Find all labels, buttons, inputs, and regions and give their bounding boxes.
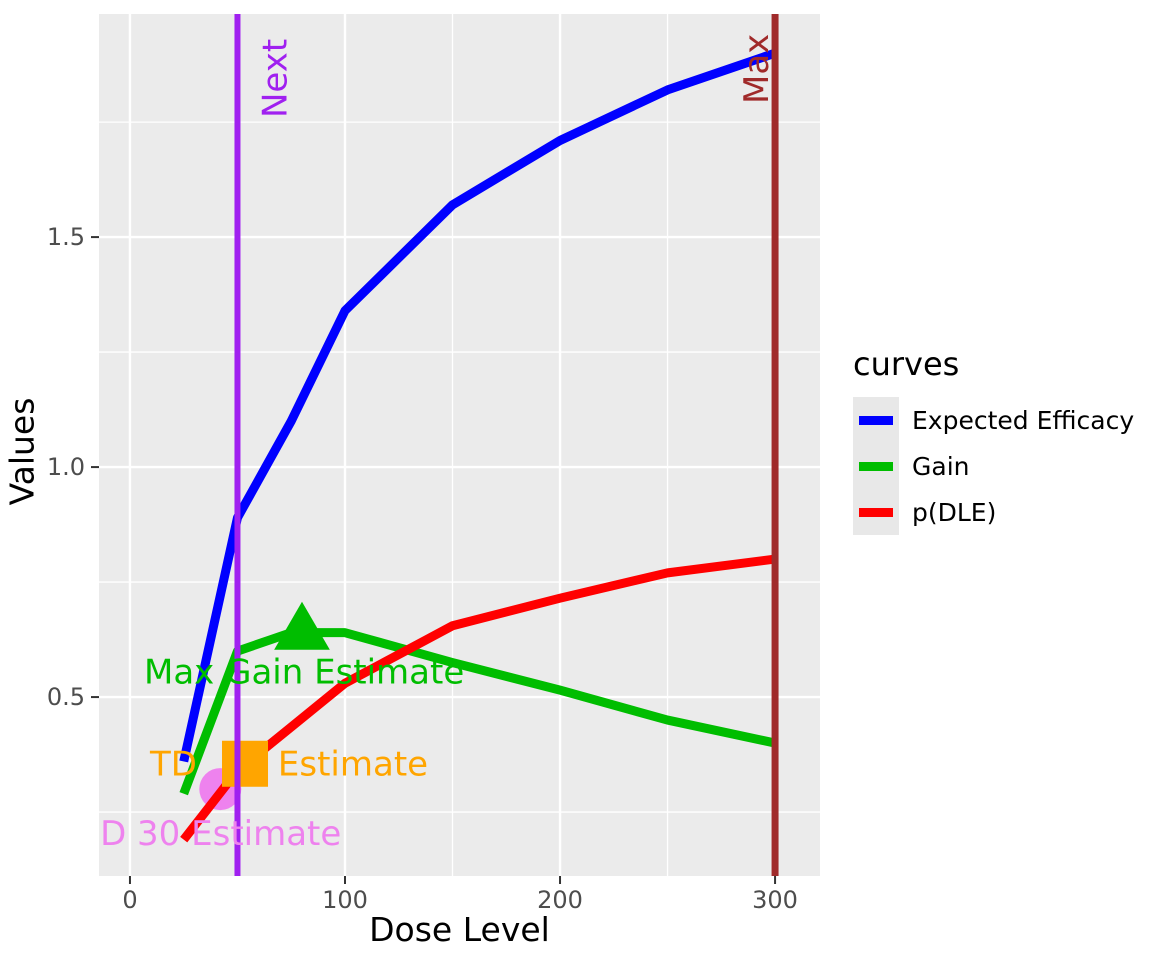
y-axis-title: Values [2, 397, 42, 506]
legend-key [853, 443, 899, 489]
annotation-1: TD [149, 744, 197, 784]
legend-key-line-blue [859, 415, 893, 425]
legend-title: curves [853, 345, 960, 383]
annotation-0: Max Gain Estimate [144, 652, 464, 692]
y-tick-label: 1.0 [47, 453, 85, 481]
legend-item-expected-efficacy: Expected Efficacy [853, 397, 1134, 443]
annotation-2: Estimate [278, 744, 428, 784]
x-axis-title: Dose Level [369, 910, 550, 949]
legend-item-label: Gain [912, 451, 970, 481]
legend-key-line-green [859, 461, 893, 471]
x-tick-label: 100 [322, 886, 368, 914]
y-tick-label: 0.5 [47, 683, 85, 711]
gain-curve [179, 628, 776, 796]
legend-key [853, 397, 899, 443]
legend-item-label: p(DLE) [912, 497, 997, 527]
x-tick-label: 300 [752, 886, 798, 914]
legend-item-label: Expected Efficacy [912, 405, 1135, 435]
legend: curves Expected Efficacy Gain p(DLE) [853, 346, 1134, 535]
x-tick-label: 200 [537, 886, 583, 914]
x-tick-label: 0 [122, 886, 137, 914]
y-tick-label: 1.5 [47, 223, 85, 251]
annotation-3: D 30 Estimate [100, 814, 341, 854]
legend-key [853, 489, 899, 535]
legend-item-pdle: p(DLE) [853, 489, 1134, 535]
legend-key-line-red [859, 507, 893, 517]
plot-panel [99, 14, 820, 876]
legend-item-gain: Gain [853, 443, 1134, 489]
next-line-label: Next [255, 39, 295, 118]
expected-efficacy-curve [179, 48, 777, 763]
td-estimate-marker [222, 740, 269, 787]
max-line-label: Max [737, 34, 777, 104]
max-gain-marker [274, 601, 330, 650]
